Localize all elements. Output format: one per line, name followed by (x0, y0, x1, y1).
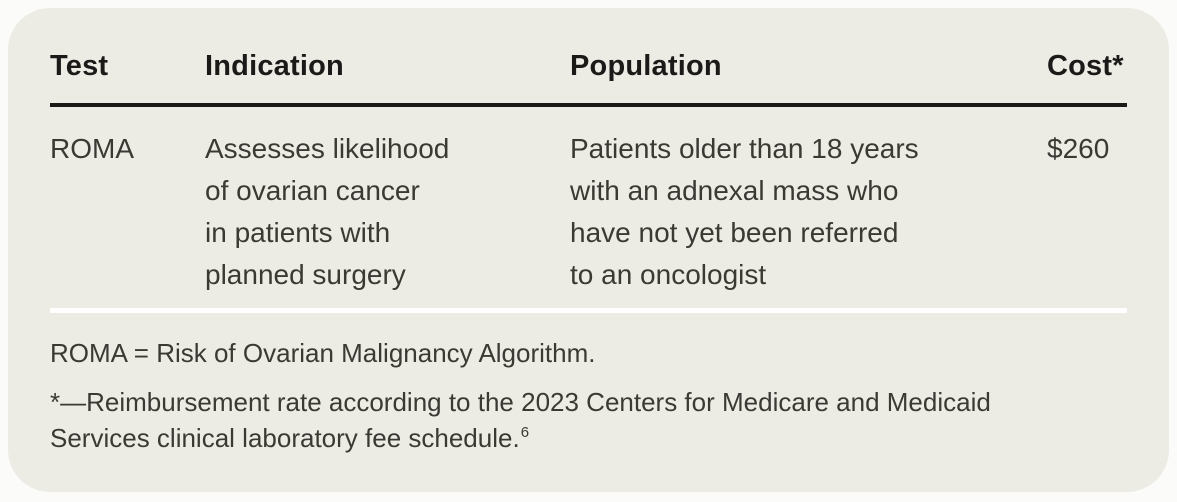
abbreviation-note: ROMA = Risk of Ovarian Malignancy Algori… (50, 338, 596, 368)
reference-superscript: 6 (520, 424, 530, 441)
table-card: Test Indication Population Cost* ROMA As… (8, 8, 1169, 492)
cell-cost-value: $260 (1047, 133, 1110, 164)
cost-note: *—Reimbursement rate according to the 20… (50, 384, 1127, 456)
cost-note-text: *—Reimbursement rate according to the 20… (50, 387, 991, 453)
cell-test-name: ROMA (50, 133, 134, 164)
column-header-indication: Indication (205, 50, 344, 82)
footnotes: ROMA = Risk of Ovarian Malignancy Algori… (50, 335, 1127, 456)
table-header-row: Test Indication Population Cost* (50, 48, 1127, 107)
column-header-cost: Cost* (1047, 50, 1124, 82)
cell-indication: Assesses likelihood of ovarian cancer in… (205, 133, 450, 290)
cell-population: Patients older than 18 years with an adn… (570, 133, 919, 290)
column-header-test: Test (50, 50, 109, 82)
column-header-population: Population (570, 50, 722, 82)
table-row: ROMA Assesses likelihood of ovarian canc… (50, 107, 1127, 313)
